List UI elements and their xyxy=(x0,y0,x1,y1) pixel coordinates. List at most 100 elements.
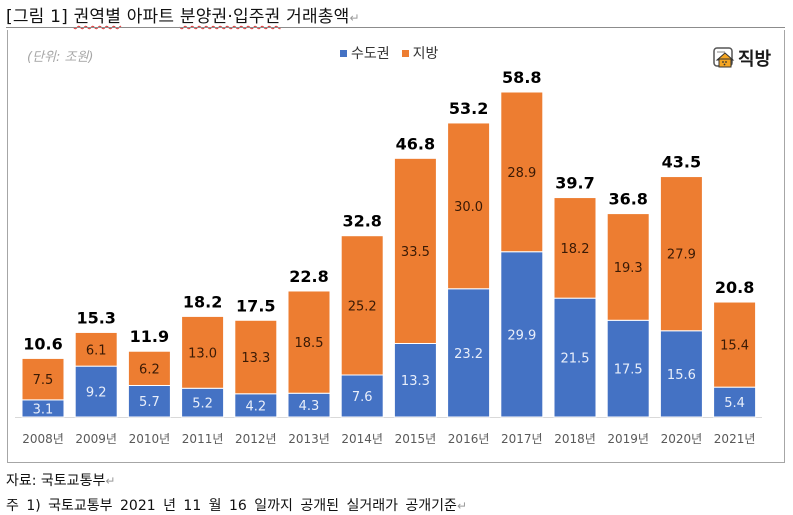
bar-regional xyxy=(447,122,491,290)
data-label-regional: 33.5 xyxy=(401,245,430,260)
data-label-total: 43.5 xyxy=(662,153,701,172)
bar-regional xyxy=(74,331,118,367)
data-label-capital: 5.7 xyxy=(139,395,160,410)
data-label-regional: 30.0 xyxy=(454,200,483,215)
footnote: 주 1) 국토교통부 2021 년 11 월 16 일까지 공개된 실거래가 공… xyxy=(6,495,467,515)
x-tick-label: 2014년 xyxy=(341,432,383,446)
data-label-capital: 3.1 xyxy=(33,402,54,417)
bar-regional xyxy=(340,235,384,376)
bar-regional xyxy=(21,357,65,401)
data-label-capital: 23.2 xyxy=(454,347,483,362)
data-label-total: 22.8 xyxy=(289,267,328,286)
legend-item-regional: 지방 xyxy=(401,43,439,63)
x-tick-label: 2008년 xyxy=(22,432,64,446)
legend-swatch-capital xyxy=(340,49,347,57)
bar-regional xyxy=(127,350,171,386)
x-tick-label: 2018년 xyxy=(554,432,596,446)
data-label-capital: 15.6 xyxy=(667,368,696,383)
data-label-regional: 18.5 xyxy=(295,336,324,351)
legend-label-regional: 지방 xyxy=(412,46,439,62)
bar-regional xyxy=(606,213,650,321)
bar-regional xyxy=(553,197,597,299)
bar-regional xyxy=(713,301,757,388)
paragraph-mark-icon: ↵ xyxy=(456,499,468,513)
bar-capital xyxy=(393,342,437,418)
data-label-capital: 21.5 xyxy=(561,352,590,367)
data-label-total: 15.3 xyxy=(76,308,115,327)
legend-item-capital: 수도권 xyxy=(340,43,390,63)
bar-regional xyxy=(500,91,544,253)
bar-capital xyxy=(181,387,225,418)
title-divider xyxy=(6,27,785,28)
figure-title: [그림 1] 권역별 아파트 분양권·입주권 거래총액↵ xyxy=(6,2,360,27)
house-icon xyxy=(713,47,735,68)
data-label-regional: 15.4 xyxy=(720,339,749,354)
bar-regional xyxy=(234,319,278,395)
bar-capital xyxy=(127,384,171,418)
paragraph-mark-icon: ↵ xyxy=(105,474,116,488)
bar-capital xyxy=(553,297,597,418)
data-label-regional: 6.2 xyxy=(139,362,160,377)
bar-regional xyxy=(181,315,225,389)
x-tick-label: 2012년 xyxy=(235,432,277,446)
bar-regional xyxy=(659,176,703,332)
x-tick-label: 2013년 xyxy=(288,432,330,446)
footnote-text: 주 1) 국토교통부 2021 년 11 월 16 일까지 공개된 실거래가 공… xyxy=(6,498,457,514)
data-label-total: 20.8 xyxy=(715,278,754,297)
data-label-capital: 13.3 xyxy=(401,374,430,389)
x-tick-label: 2020년 xyxy=(661,432,703,446)
bar-capital xyxy=(340,374,384,418)
x-tick-label: 2016년 xyxy=(448,432,490,446)
data-label-capital: 4.3 xyxy=(299,399,320,414)
data-label-capital: 9.2 xyxy=(86,386,107,401)
data-label-total: 46.8 xyxy=(396,134,435,153)
data-label-regional: 6.1 xyxy=(86,343,107,358)
data-label-total: 18.2 xyxy=(183,292,222,311)
source-note: 자료: 국토교통부↵ xyxy=(6,470,115,490)
data-label-total: 17.5 xyxy=(236,296,275,315)
bar-capital xyxy=(713,386,757,418)
data-label-regional: 13.0 xyxy=(188,346,217,361)
data-label-total: 36.8 xyxy=(608,190,647,209)
data-label-total: 32.8 xyxy=(342,212,381,231)
data-label-capital: 29.9 xyxy=(507,328,536,343)
data-label-capital: 17.5 xyxy=(614,363,643,378)
title-word-total: 거래총액 xyxy=(286,7,350,27)
data-label-capital: 5.4 xyxy=(724,396,745,411)
data-label-total: 10.6 xyxy=(23,334,62,353)
title-word-apartment: 아파트 xyxy=(126,7,175,27)
bar-regional xyxy=(287,290,331,394)
x-tick-label: 2009년 xyxy=(75,432,117,446)
x-tick-label: 2015년 xyxy=(395,432,437,446)
data-label-capital: 7.6 xyxy=(352,390,373,405)
title-word-rights: 분양권·입주권 xyxy=(179,7,281,27)
data-label-regional: 25.2 xyxy=(348,299,377,314)
legend-label-capital: 수도권 xyxy=(351,46,390,62)
x-tick-label: 2011년 xyxy=(182,432,224,446)
figure-number: [그림 1] xyxy=(6,7,68,27)
data-label-regional: 7.5 xyxy=(33,373,54,388)
data-label-total: 53.2 xyxy=(449,99,488,118)
unit-label: (단위: 조원) xyxy=(27,50,94,65)
bar-regional xyxy=(393,157,437,344)
x-tick-label: 2019년 xyxy=(607,432,649,446)
x-tick-label: 2021년 xyxy=(714,432,756,446)
x-tick-label: 2017년 xyxy=(501,432,543,446)
data-label-regional: 18.2 xyxy=(561,242,590,257)
data-label-total: 58.8 xyxy=(502,68,541,87)
data-label-regional: 28.9 xyxy=(507,166,536,181)
bar-capital xyxy=(500,251,544,418)
data-label-capital: 5.2 xyxy=(192,397,213,412)
paragraph-mark-icon: ↵ xyxy=(349,11,360,25)
source-text: 자료: 국토교통부 xyxy=(6,473,106,489)
data-label-regional: 19.3 xyxy=(614,261,643,276)
data-label-total: 11.9 xyxy=(130,327,169,346)
zigbang-logo: 직방 xyxy=(713,45,771,71)
chart-legend: 수도권 지방 xyxy=(340,43,438,63)
legend-swatch-regional xyxy=(401,49,409,57)
data-label-total: 39.7 xyxy=(555,174,594,193)
logo-text: 직방 xyxy=(738,49,772,70)
x-tick-label: 2010년 xyxy=(129,432,171,446)
data-label-regional: 27.9 xyxy=(667,248,696,263)
